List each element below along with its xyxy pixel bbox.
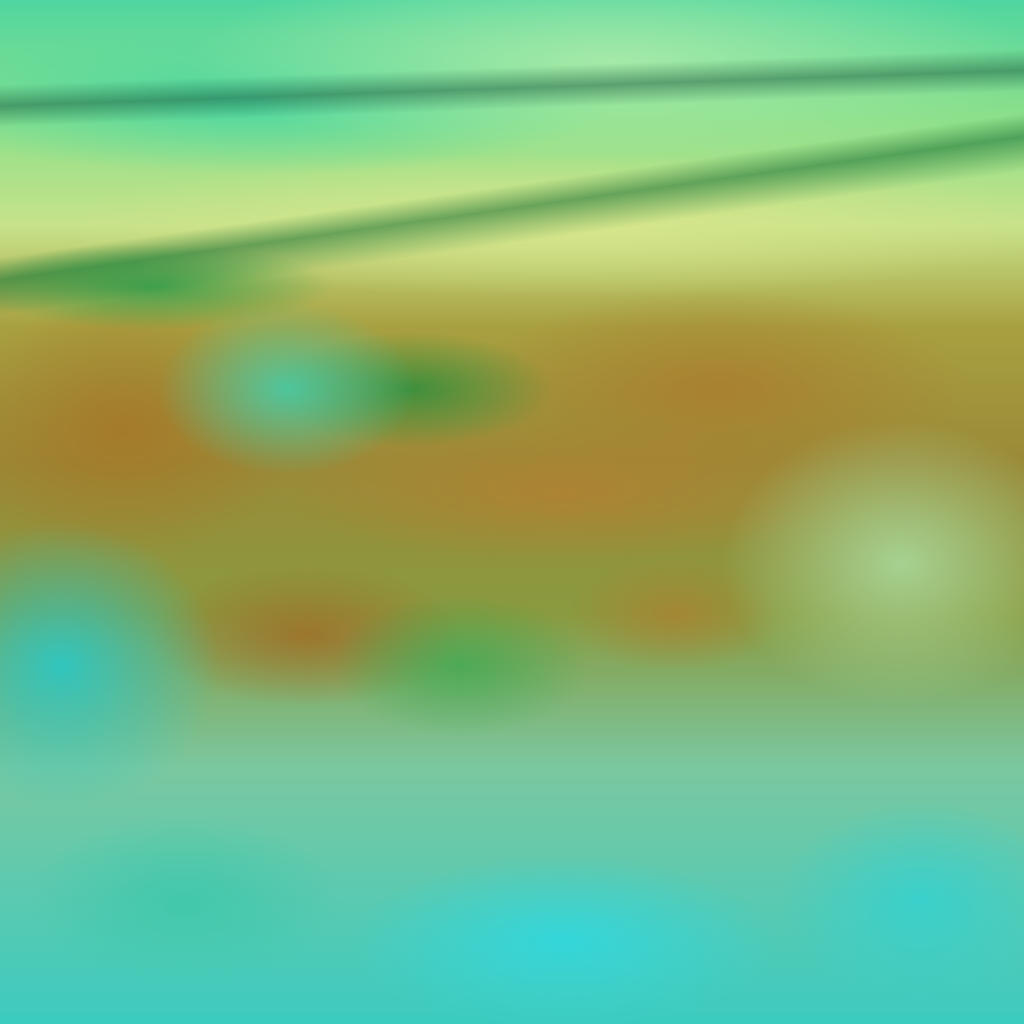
cyan-cloud-field — [0, 0, 1024, 1024]
satellite-image — [0, 0, 1024, 1024]
